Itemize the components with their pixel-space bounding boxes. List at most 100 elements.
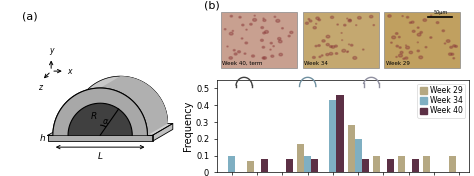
Circle shape [254, 15, 255, 16]
Bar [412, 159, 419, 172]
Circle shape [227, 46, 228, 47]
Circle shape [233, 49, 235, 51]
Text: L: L [98, 152, 103, 161]
Circle shape [315, 45, 317, 47]
Circle shape [396, 56, 397, 57]
Circle shape [274, 16, 276, 17]
Bar [304, 156, 311, 172]
Circle shape [357, 17, 361, 19]
Circle shape [405, 57, 408, 59]
Circle shape [388, 15, 391, 17]
Circle shape [264, 30, 268, 33]
Circle shape [447, 40, 450, 42]
Circle shape [417, 42, 419, 43]
Legend: Week 29, Week 34, Week 40: Week 29, Week 34, Week 40 [417, 84, 465, 118]
Circle shape [398, 36, 400, 38]
Circle shape [278, 40, 282, 43]
Circle shape [420, 32, 422, 33]
Polygon shape [48, 135, 153, 141]
Circle shape [270, 42, 273, 44]
Circle shape [312, 56, 315, 58]
Circle shape [417, 33, 421, 36]
Circle shape [450, 46, 453, 48]
Circle shape [261, 39, 264, 41]
Bar [337, 95, 344, 172]
Circle shape [262, 57, 265, 59]
Circle shape [417, 27, 419, 28]
Circle shape [406, 45, 407, 46]
Circle shape [336, 53, 338, 54]
Bar [286, 159, 293, 172]
Y-axis label: Frequency: Frequency [183, 101, 193, 151]
Polygon shape [53, 76, 168, 133]
Bar [373, 156, 380, 172]
Circle shape [270, 49, 271, 50]
Circle shape [402, 16, 403, 17]
Circle shape [350, 44, 353, 46]
Polygon shape [68, 91, 153, 134]
Circle shape [348, 44, 349, 45]
Circle shape [430, 37, 432, 38]
Circle shape [322, 40, 325, 42]
Circle shape [455, 45, 457, 47]
Circle shape [262, 46, 264, 48]
Circle shape [396, 45, 399, 47]
Circle shape [335, 45, 337, 47]
Circle shape [253, 18, 256, 21]
Circle shape [276, 19, 280, 22]
Bar [297, 144, 304, 172]
Circle shape [316, 23, 317, 24]
Circle shape [246, 29, 247, 30]
Circle shape [409, 51, 412, 54]
Polygon shape [53, 88, 147, 135]
Circle shape [423, 19, 427, 21]
Circle shape [316, 17, 319, 20]
Circle shape [347, 51, 348, 52]
Circle shape [425, 46, 427, 48]
Text: Week 34: Week 34 [304, 61, 328, 66]
Circle shape [411, 21, 414, 23]
Text: Week 29: Week 29 [386, 61, 410, 66]
Circle shape [412, 30, 415, 32]
Circle shape [329, 46, 332, 48]
Circle shape [279, 53, 283, 56]
Circle shape [417, 50, 419, 52]
Circle shape [250, 23, 252, 25]
Circle shape [308, 18, 310, 20]
Circle shape [349, 19, 351, 21]
Circle shape [229, 57, 232, 59]
Circle shape [318, 45, 320, 46]
Circle shape [344, 24, 346, 26]
Circle shape [318, 19, 320, 21]
Circle shape [399, 47, 401, 48]
Text: h: h [40, 134, 46, 143]
Circle shape [288, 35, 290, 37]
Circle shape [330, 16, 334, 18]
Circle shape [448, 53, 452, 55]
Circle shape [305, 22, 309, 24]
Circle shape [242, 24, 244, 26]
Circle shape [400, 51, 403, 54]
Circle shape [391, 42, 392, 43]
Circle shape [373, 25, 374, 26]
Circle shape [244, 53, 246, 54]
Circle shape [245, 42, 247, 44]
Bar [329, 100, 337, 172]
Polygon shape [100, 76, 168, 135]
Circle shape [232, 30, 234, 31]
Circle shape [370, 15, 373, 18]
Circle shape [331, 46, 335, 48]
Circle shape [453, 58, 455, 59]
Bar [347, 125, 355, 172]
Polygon shape [153, 124, 173, 141]
Bar [246, 161, 254, 172]
Circle shape [319, 56, 321, 58]
Circle shape [321, 55, 323, 56]
Text: $\alpha$: $\alpha$ [102, 117, 109, 126]
Circle shape [347, 18, 348, 19]
Circle shape [406, 46, 410, 49]
Circle shape [230, 15, 233, 17]
Bar [302, 12, 379, 68]
Circle shape [263, 19, 266, 21]
Bar [423, 156, 430, 172]
